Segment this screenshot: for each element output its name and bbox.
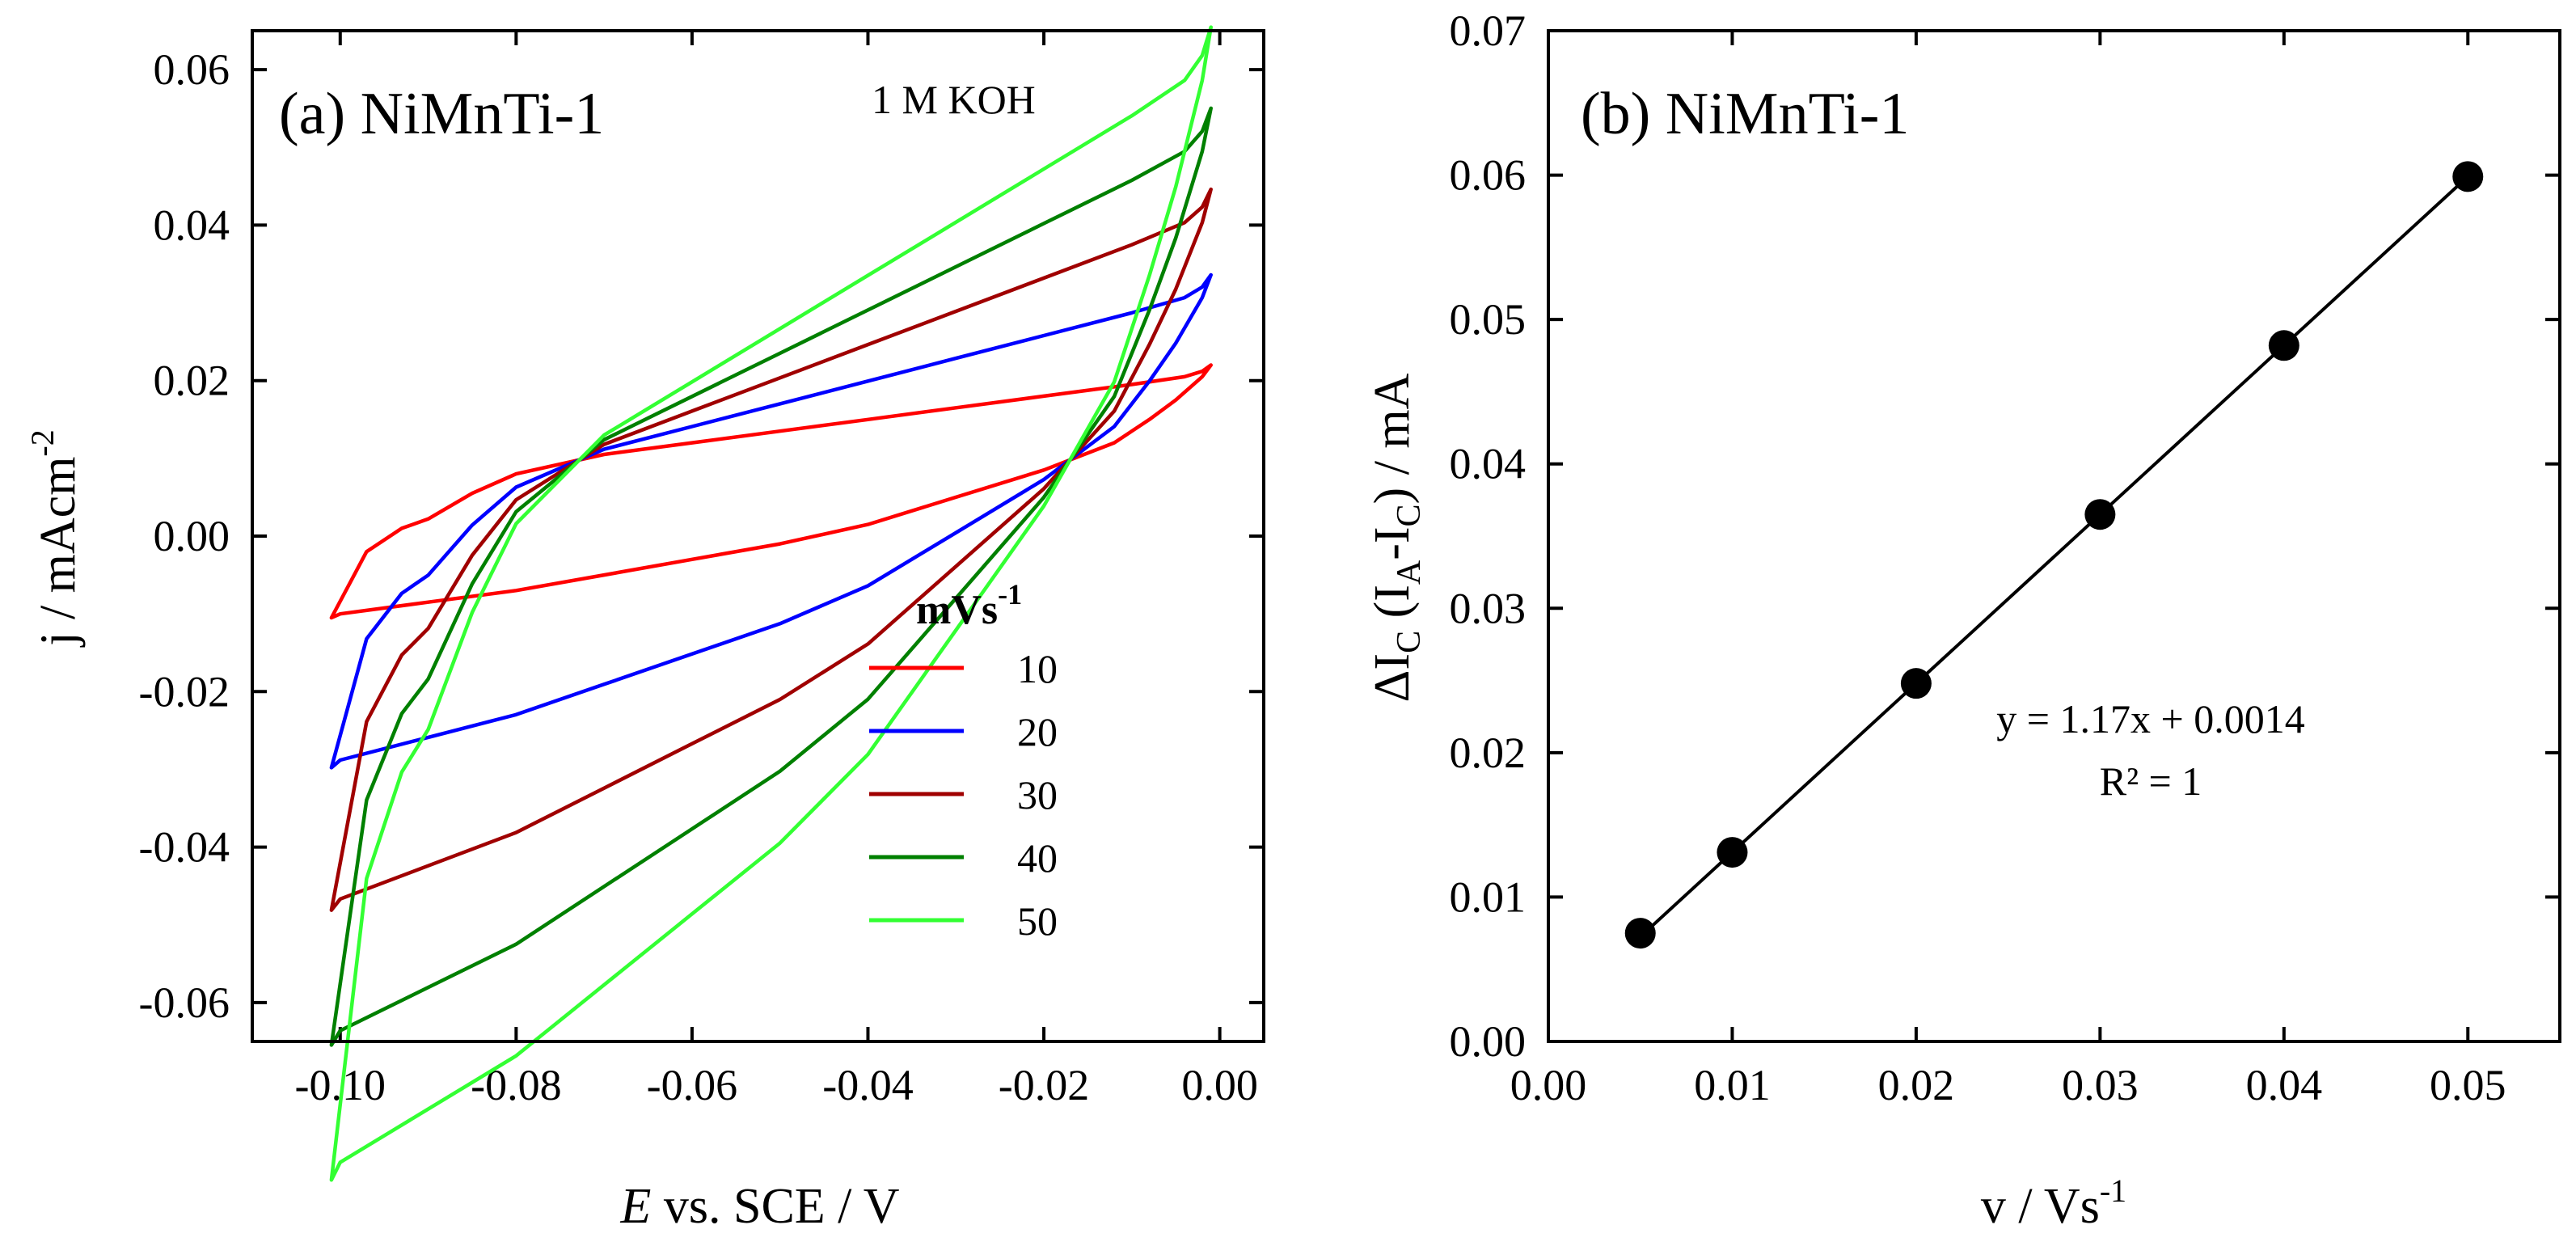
y-tick-label: 0.02 — [154, 357, 230, 405]
legend-label-50: 50 — [1017, 898, 1058, 944]
legend-title: mVs-1 — [916, 578, 1022, 633]
panel-a-x-axis-label-italic: E — [619, 1179, 651, 1234]
y-tick-label: 0.01 — [1450, 872, 1527, 921]
panel-a-y-axis-label-main: j / mAcm — [31, 457, 86, 648]
data-point — [1624, 918, 1656, 949]
y-tick-label: 0.00 — [154, 512, 230, 560]
panel-b-title: (b) NiMnTi-1 — [1581, 81, 1909, 147]
x-tick-label: 0.03 — [2062, 1061, 2139, 1109]
ylabel-delta: ΔI — [1365, 653, 1420, 703]
legend-title-main: mVs — [916, 587, 998, 633]
panel-a-x-axis-label: E vs. SCE / V — [619, 1179, 899, 1234]
ylabel-sub1: C — [1391, 631, 1428, 653]
ylabel-sub2: A — [1391, 560, 1428, 585]
y-tick-label: 0.04 — [154, 201, 230, 249]
y-tick-label: 0.06 — [154, 45, 230, 94]
y-tick-label: 0.05 — [1450, 295, 1527, 344]
x-tick-label: -0.06 — [647, 1061, 737, 1109]
y-tick-label: 0.00 — [1450, 1017, 1527, 1066]
ylabel-sub3: C — [1391, 504, 1428, 526]
legend-label-40: 40 — [1017, 835, 1058, 881]
y-tick-label: -0.06 — [139, 978, 230, 1027]
x-tick-label: 0.02 — [1878, 1061, 1955, 1109]
fit-equation: y = 1.17x + 0.0014 — [1996, 696, 2304, 741]
legend-label-20: 20 — [1017, 709, 1058, 754]
fit-line — [1639, 175, 2469, 939]
panel-a: -0.10 -0.08 -0.06 -0.04 -0.02 0.00-0.06-0.04-… — [24, 25, 1265, 1234]
y-tick-label: -0.04 — [139, 823, 230, 872]
data-point — [2452, 161, 2484, 192]
x-tick-label: 0.01 — [1694, 1061, 1771, 1109]
panel-b-frame — [1547, 29, 2561, 1043]
panel-b-ticks: 0.00 0.01 0.02 0.03 0.04 0.05 0.00 0.01 0.02 0.03… — [1450, 6, 2560, 1109]
x-tick-label: 0.00 — [1181, 1061, 1258, 1109]
cv-curve-10 — [329, 363, 1213, 620]
x-tick-label: 0.00 — [1510, 1061, 1587, 1109]
x-tick-label: 0.05 — [2430, 1061, 2506, 1109]
data-point — [2084, 499, 2116, 530]
panel-a-annotation: 1 M KOH — [872, 77, 1036, 122]
y-tick-label: 0.02 — [1450, 729, 1527, 777]
panel-b-points — [1624, 161, 2484, 949]
y-tick-label: -0.02 — [139, 667, 230, 716]
y-tick-label: 0.06 — [1450, 151, 1527, 200]
panel-a-y-axis-label-sup: -2 — [24, 429, 61, 456]
panel-b-y-axis-label: ΔIC (IA-IC) / mA — [1365, 373, 1428, 702]
x-tick-label: -0.08 — [471, 1061, 561, 1109]
data-point — [1717, 837, 1748, 868]
panel-a-y-axis-label: j / mAcm-2 — [24, 429, 86, 648]
ylabel-end: ) / mA — [1365, 373, 1420, 504]
data-point — [2268, 330, 2299, 361]
cv-curve-20 — [329, 272, 1213, 770]
panel-a-title: (a) NiMnTi-1 — [279, 81, 604, 147]
cv-curve-50 — [329, 25, 1213, 1182]
legend-label-30: 30 — [1017, 772, 1058, 817]
y-tick-label: 0.04 — [1450, 440, 1527, 488]
panel-b-x-axis-label: v / Vs-1 — [1981, 1172, 2126, 1234]
ylabel-mid1: (I — [1365, 585, 1420, 631]
fit-r-squared: R² = 1 — [2100, 758, 2202, 804]
panel-b-x-axis-label-sup: -1 — [2100, 1172, 2126, 1209]
legend-title-sup: -1 — [998, 578, 1022, 610]
panel-a-ticks: -0.10 -0.08 -0.06 -0.04 -0.02 0.00-0.06-0.04-… — [139, 31, 1264, 1109]
cv-curve-30 — [329, 187, 1213, 912]
panel-a-x-axis-label-rest: vs. SCE / V — [651, 1179, 899, 1234]
panel-b: 0.00 0.01 0.02 0.03 0.04 0.05 0.00 0.01 0.02 0.03… — [1365, 6, 2561, 1234]
y-tick-label: 0.03 — [1450, 584, 1527, 632]
panel-a-series — [329, 25, 1213, 1182]
x-tick-label: -0.04 — [822, 1061, 913, 1109]
data-point — [1900, 668, 1932, 699]
x-tick-label: 0.04 — [2246, 1061, 2323, 1109]
x-tick-label: -0.02 — [999, 1061, 1089, 1109]
panel-a-legend: mVs-1 10 20 30 40 50 — [869, 578, 1058, 944]
panel-b-x-axis-label-main: v / Vs — [1981, 1179, 2100, 1234]
cv-curve-40 — [329, 106, 1213, 1047]
legend-label-10: 10 — [1017, 646, 1058, 691]
y-tick-label: 0.07 — [1450, 6, 1527, 55]
ylabel-mid2: -I — [1365, 526, 1420, 560]
panel-a-frame — [251, 29, 1265, 1043]
